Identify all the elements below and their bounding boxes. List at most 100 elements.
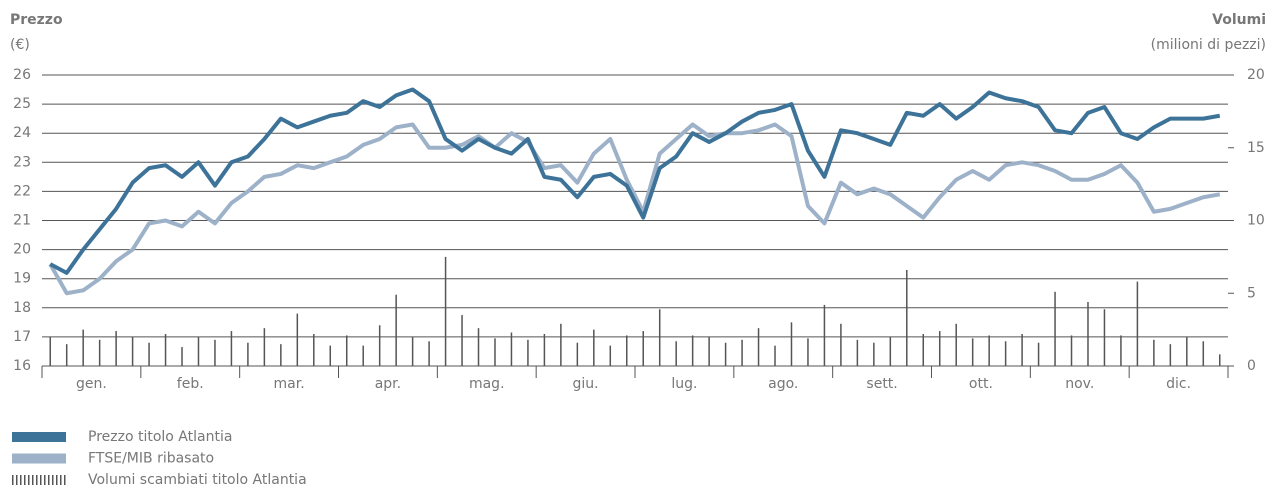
- volume-bar: [988, 335, 990, 366]
- x-tick-label: mag.: [469, 376, 505, 392]
- x-tick-label: ott.: [969, 376, 993, 392]
- y2-tick-label: 10: [1247, 213, 1265, 229]
- legend-label: Volumi scambiati titolo Atlantia: [88, 472, 307, 488]
- price-line: [49, 87, 1221, 275]
- volume-bar: [593, 329, 595, 366]
- volume-bar: [510, 332, 513, 366]
- volume-bar: [1169, 344, 1172, 366]
- y-tick-label: 16: [13, 358, 31, 374]
- volume-bar: [971, 338, 974, 366]
- y-tick-label: 18: [13, 300, 31, 316]
- volume-bar: [906, 269, 908, 366]
- volume-bar: [922, 333, 925, 366]
- x-tick-label: giu.: [573, 376, 599, 392]
- volume-bar: [708, 336, 710, 366]
- volume-bar: [741, 339, 743, 366]
- y2-axis-unit: (milioni di pezzi): [1151, 37, 1266, 53]
- y2-tick-label: 15: [1247, 140, 1265, 156]
- volume-bar: [675, 341, 677, 366]
- volume-bar: [774, 345, 776, 366]
- y-tick-label: 24: [13, 125, 31, 141]
- y-tick-label: 23: [13, 154, 31, 170]
- x-tick-label: gen.: [76, 376, 107, 392]
- volume-bar: [724, 342, 727, 366]
- volume-bar: [658, 309, 661, 366]
- y-tick-label: 25: [13, 96, 31, 112]
- volume-bar: [807, 338, 809, 366]
- volume-bar: [1070, 335, 1073, 366]
- volume-bar: [757, 328, 760, 366]
- volume-bar: [411, 336, 414, 366]
- x-tick-label: mar.: [274, 376, 305, 392]
- volume-bar: [1037, 342, 1040, 366]
- y-tick-label: 20: [13, 242, 31, 258]
- volume-bar: [1087, 301, 1089, 366]
- x-tick-label: apr.: [375, 376, 401, 392]
- y-tick-label: 21: [13, 213, 31, 229]
- volume-bar: [938, 331, 941, 366]
- volume-bar: [856, 339, 859, 366]
- volume-bar: [98, 339, 101, 366]
- volume-bar: [263, 328, 266, 366]
- volume-bar: [840, 323, 842, 366]
- y-axis-unit: (€): [10, 37, 30, 53]
- volume-bar: [362, 345, 364, 366]
- volume-bar: [1021, 333, 1023, 366]
- volume-bar: [1202, 341, 1205, 366]
- legend-swatch: [12, 453, 66, 464]
- volume-bar: [1186, 336, 1188, 366]
- legend-label: Prezzo titolo Atlantia: [88, 429, 232, 445]
- volume-bar: [691, 335, 694, 366]
- y-tick-label: 17: [13, 329, 31, 345]
- volume-bar: [181, 347, 183, 366]
- volume-bar: [543, 333, 546, 366]
- volume-bar: [494, 338, 496, 366]
- volume-bar: [1004, 341, 1007, 366]
- x-tick-label: sett.: [866, 376, 897, 392]
- y-axis-title: Prezzo: [10, 12, 63, 28]
- y-tick-label: 26: [13, 67, 31, 83]
- volume-bar: [395, 294, 397, 366]
- legend-label: FTSE/MIB ribasato: [88, 451, 214, 467]
- x-tick-label: dic.: [1166, 376, 1191, 392]
- volume-bar: [313, 333, 315, 366]
- volume-bar: [329, 345, 332, 366]
- volume-bar: [280, 344, 282, 366]
- volume-bar: [1120, 335, 1122, 366]
- volume-bar: [1136, 281, 1139, 366]
- volume-bar: [247, 342, 249, 366]
- volume-bar: [1153, 339, 1155, 366]
- volume-bar: [345, 335, 348, 366]
- x-tick-label: ago.: [768, 376, 798, 392]
- y2-tick-label: 5: [1247, 285, 1256, 301]
- volume-bar: [378, 325, 381, 366]
- volume-bar: [1219, 354, 1221, 366]
- price-line: [48, 122, 1221, 296]
- volume-bar: [49, 336, 51, 366]
- volume-bar: [115, 331, 117, 366]
- volume-bar: [527, 339, 529, 366]
- volume-bar: [131, 336, 134, 366]
- volume-bar: [560, 323, 562, 366]
- volume-bar: [197, 336, 200, 366]
- legend-swatch: [12, 432, 66, 442]
- volume-bar: [642, 331, 644, 366]
- volume-bar: [626, 335, 628, 366]
- volume-bar: [576, 342, 579, 366]
- volume-bar: [230, 331, 233, 366]
- y-tick-label: 19: [13, 271, 31, 287]
- volume-bar: [65, 344, 68, 366]
- x-tick-label: nov.: [1065, 376, 1094, 392]
- volume-bar: [477, 328, 480, 366]
- x-tick-label: feb.: [177, 376, 204, 392]
- volume-bar: [148, 342, 150, 366]
- y2-tick-label: 0: [1247, 358, 1256, 374]
- volume-bar: [444, 256, 447, 366]
- volume-bar: [296, 313, 299, 366]
- y-tick-label: 22: [13, 183, 31, 199]
- volume-bar: [164, 333, 167, 366]
- volume-bar: [428, 341, 430, 366]
- volume-bar: [461, 315, 463, 366]
- volume-bar: [790, 322, 793, 366]
